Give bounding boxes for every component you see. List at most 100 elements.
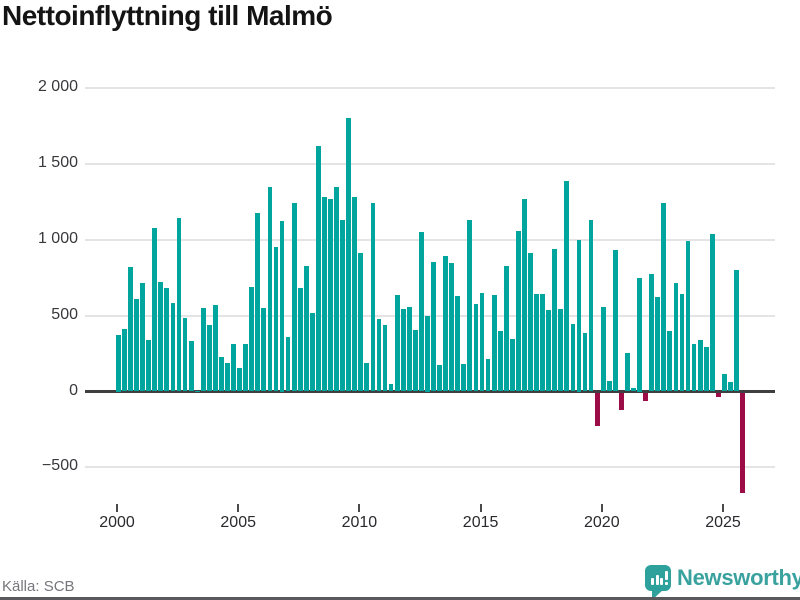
bar-2007Q3: [297, 287, 303, 392]
bar-2002Q1: [164, 288, 170, 392]
bar-2023Q2: [679, 293, 685, 392]
bar-2020Q3: [612, 250, 618, 392]
logo-bar-3: [660, 577, 664, 585]
bar-2023Q3: [685, 241, 691, 392]
bar-2003Q3: [200, 308, 206, 392]
bar-2006Q4: [279, 220, 285, 392]
x-axis-label: 2000: [99, 514, 135, 531]
bar-2007Q2: [291, 203, 297, 392]
bar-2011Q1: [382, 325, 388, 392]
bar-2022Q1: [649, 273, 655, 392]
gridline: [85, 314, 775, 317]
bar-2012Q4: [425, 315, 430, 392]
bar-2015Q3: [491, 295, 497, 392]
gridline: [85, 466, 775, 469]
logo-bar-2: [655, 575, 659, 585]
x-axis-tick: [358, 504, 361, 512]
bar-2004Q4: [231, 343, 236, 392]
y-axis-label: 1 500: [37, 153, 78, 171]
bar-2018Q2: [558, 308, 564, 392]
x-axis-label: 2010: [341, 514, 378, 531]
bar-2010Q1: [358, 252, 364, 392]
bar-2016Q2: [509, 339, 515, 392]
x-axis-tick: [600, 504, 603, 512]
bar-2025Q3: [734, 270, 739, 392]
bar-2001Q1: [140, 283, 146, 392]
bar-2009Q4: [352, 196, 358, 392]
bar-2020Q2: [606, 380, 612, 392]
bottom-border: [0, 597, 800, 600]
bar-2012Q2: [412, 330, 418, 392]
bar-2017Q2: [534, 294, 539, 392]
bar-2025Q1: [722, 374, 727, 392]
bar-2007Q4: [303, 266, 309, 392]
bar-2019Q1: [576, 239, 582, 392]
x-axis-label: 2015: [462, 514, 499, 531]
bar-2019Q3: [588, 220, 594, 392]
zero-axis-line: [85, 390, 775, 393]
gridline: [85, 162, 775, 165]
bar-2023Q4: [691, 343, 697, 392]
bar-2006Q3: [273, 247, 279, 392]
x-axis-label: 2025: [705, 514, 741, 531]
gridline: [85, 238, 775, 241]
bar-2023Q1: [673, 282, 679, 392]
bar-2003Q4: [206, 324, 212, 392]
bar-2021Q3: [637, 277, 642, 392]
bar-2012Q1: [406, 306, 412, 392]
y-axis-label: 0: [69, 381, 78, 399]
bar-2014Q2: [461, 364, 467, 392]
x-axis-label: 2005: [220, 514, 256, 531]
y-axis-label: 500: [51, 305, 78, 323]
bar-2018Q3: [564, 180, 570, 392]
logo-exclamation-dot: [664, 582, 668, 585]
bar-2010Q4: [376, 318, 382, 392]
bar-2024Q2: [703, 347, 709, 392]
y-axis-label: −500: [41, 457, 78, 475]
bar-2012Q3: [419, 232, 424, 392]
logo-bar-1: [651, 578, 655, 585]
logo-exclamation-stem: [664, 570, 668, 580]
bar-2001Q4: [158, 282, 164, 392]
bar-2000Q4: [134, 298, 139, 392]
bar-2009Q1: [334, 186, 339, 392]
bar-2017Q1: [528, 252, 533, 392]
bar-2008Q2: [315, 145, 321, 392]
bar-2025Q4: [740, 393, 745, 494]
bar-2021Q4: [643, 393, 649, 402]
bar-2004Q1: [212, 305, 218, 392]
bar-2001Q2: [146, 339, 152, 392]
bar-2008Q4: [328, 198, 333, 392]
bar-2017Q3: [540, 294, 545, 392]
bar-2002Q3: [176, 217, 182, 392]
bar-2016Q4: [522, 198, 527, 392]
bar-2022Q4: [667, 330, 673, 392]
bar-2016Q1: [503, 265, 509, 392]
bar-2013Q2: [437, 364, 442, 392]
bar-2022Q3: [661, 202, 667, 392]
bar-2006Q1: [261, 308, 267, 392]
bar-2025Q2: [728, 381, 733, 392]
bar-2002Q2: [170, 303, 176, 392]
bar-2015Q4: [497, 330, 503, 392]
bar-2017Q4: [546, 310, 552, 392]
newsworthy-wordmark: Newsworthy: [677, 565, 800, 590]
newsworthy-logo-tail: [652, 589, 664, 600]
bar-2006Q2: [267, 186, 273, 392]
y-axis-label: 1 000: [37, 229, 78, 247]
bar-2008Q3: [322, 197, 327, 392]
bar-2019Q2: [582, 333, 588, 392]
bar-2009Q3: [346, 118, 352, 392]
bar-2005Q4: [255, 213, 261, 392]
bar-2016Q3: [515, 230, 521, 392]
bar-2015Q2: [485, 358, 491, 392]
bar-2004Q3: [225, 362, 230, 392]
bar-2009Q2: [340, 220, 346, 392]
bar-2007Q1: [285, 336, 291, 392]
bar-2000Q1: [116, 334, 121, 392]
x-axis-label: 2020: [584, 514, 620, 531]
bar-2015Q1: [479, 292, 485, 392]
bar-2000Q2: [122, 328, 127, 392]
bar-2003Q1: [188, 341, 194, 392]
